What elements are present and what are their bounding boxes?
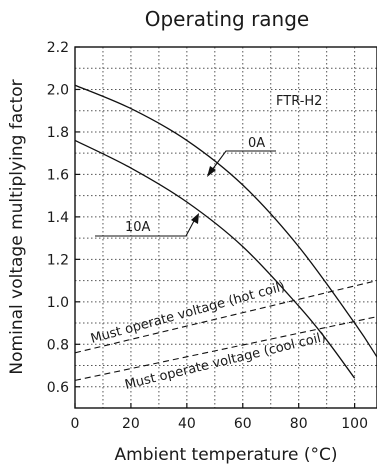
x-tick-label: 80 xyxy=(290,416,308,432)
y-tick-label: 1.0 xyxy=(47,295,69,311)
x-axis-label: Ambient temperature (°C) xyxy=(115,445,338,465)
x-tick-label: 20 xyxy=(122,416,140,432)
x-tick-label: 40 xyxy=(178,416,196,432)
model-label: FTR-H2 xyxy=(276,94,322,109)
arrowhead-0a xyxy=(207,166,216,177)
y-tick-label: 0.6 xyxy=(47,380,69,396)
series-line-10a xyxy=(74,139,356,379)
y-tick-label: 1.4 xyxy=(47,210,69,226)
arrowhead-10a xyxy=(191,213,199,224)
y-tick-label: 2.2 xyxy=(47,40,69,56)
grid xyxy=(75,47,377,408)
y-tick-label: 2.0 xyxy=(47,82,69,98)
x-tick-label: 100 xyxy=(341,416,368,432)
plot-frame xyxy=(74,46,377,409)
y-tick-label: 1.6 xyxy=(47,167,69,183)
chart-title: Operating range xyxy=(145,7,310,31)
series-label-10a: 10A xyxy=(125,220,151,235)
x-tick-label: 0 xyxy=(71,416,80,432)
leader-line-10a xyxy=(95,218,196,237)
series-layer xyxy=(74,84,377,381)
y-axis-label: Nominal voltage multiplying factor xyxy=(7,79,27,374)
series-line-cool-coil xyxy=(74,316,377,381)
leader-line-0a xyxy=(211,150,276,171)
series-line-0a xyxy=(74,84,377,358)
series-label-0a: 0A xyxy=(248,136,265,151)
tick-layer: 0 20 40 60 80 100 0.6 0.8 1.0 1.2 1.4 1.6 1.8 2.0 2.2 xyxy=(47,40,368,432)
series-label-hot-coil: Must operate voltage (hot coil) xyxy=(89,279,287,346)
series-label-cool-coil: Must operate voltage (cool coil) xyxy=(123,330,327,393)
x-tick-label: 60 xyxy=(234,416,252,432)
series-line-hot-coil xyxy=(74,280,377,354)
y-tick-label: 1.8 xyxy=(47,125,69,141)
y-tick-label: 0.8 xyxy=(47,337,69,353)
y-tick-label: 1.2 xyxy=(47,252,69,268)
